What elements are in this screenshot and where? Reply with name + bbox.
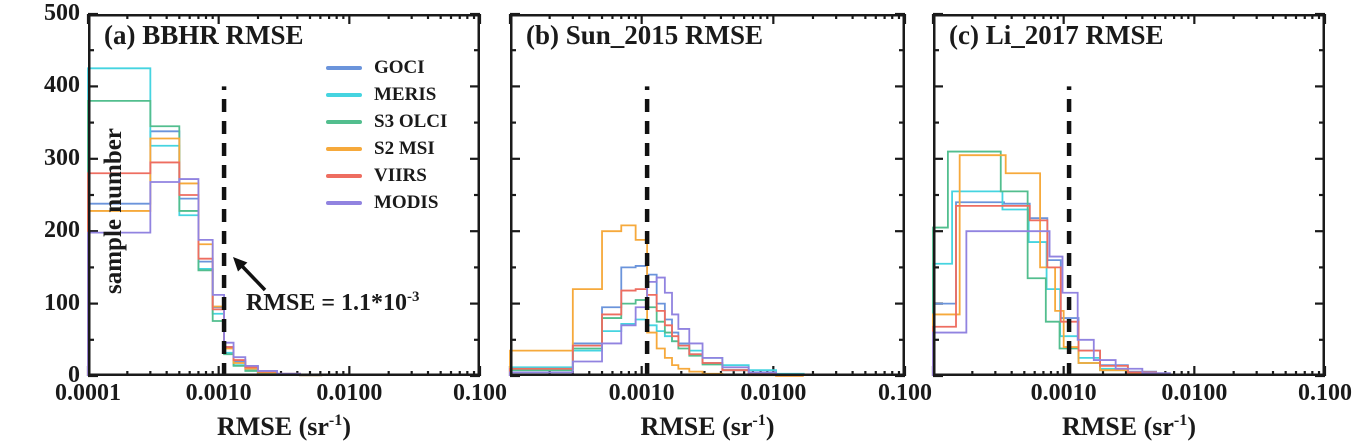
panel-c-title: (c) Li_2017 RMSE — [949, 20, 1164, 50]
legend-item-goci: GOCI — [326, 54, 447, 81]
x-tick-label-b: 0.0100 — [740, 380, 807, 406]
plot-area-a — [86, 12, 482, 378]
x-axis-title-c: RMSE (sr-1) — [1061, 412, 1197, 441]
hist-c-modis — [932, 230, 1171, 376]
hist-b-viirs — [509, 288, 805, 377]
annotation-arrow — [233, 257, 267, 292]
legend-line-icon — [326, 146, 362, 151]
legend-label: S2 MSI — [374, 137, 435, 159]
y-tick-label: 400 — [44, 72, 80, 99]
legend-label: MODIS — [374, 191, 439, 213]
x-tick-label-a: 0.0001 — [55, 380, 121, 406]
y-tick-label: 100 — [44, 289, 80, 316]
reference-annotation: RMSE = 1.1*10-3 — [246, 288, 420, 317]
panel-b: (b) Sun_2015 RMSE RMSE (sr-1) 0.0010 0.01… — [508, 12, 932, 441]
y-tick-label: 200 — [44, 217, 80, 244]
x-tick-label-b: 0.100 — [878, 380, 932, 406]
plot-area-c — [931, 12, 1327, 378]
y-tick-label: 300 — [44, 144, 80, 171]
x-tick-label-a: 0.0100 — [316, 380, 383, 406]
hist-b-modis — [509, 276, 805, 376]
legend-item-s2-msi: S2 MSI — [326, 135, 447, 162]
legend-line-icon — [326, 200, 362, 205]
hist-b-meris — [509, 318, 805, 376]
panel-b-title: (b) Sun_2015 RMSE — [526, 20, 764, 50]
x-tick-label-a: 0.100 — [453, 380, 507, 406]
legend-label: MERIS — [374, 83, 437, 105]
x-tick-label-c: 0.100 — [1298, 380, 1352, 406]
y-tick-label: 500 — [44, 0, 80, 26]
legend-label: S3 OLCI — [374, 110, 448, 132]
y-axis-label: sample number — [100, 128, 127, 294]
annotation-text: RMSE = 1.1*10 — [246, 290, 408, 316]
legend-item-meris: MERIS — [326, 81, 447, 108]
legend-item-modis: MODIS — [326, 189, 447, 216]
x-tick-label-c: 0.0100 — [1161, 380, 1228, 406]
x-tick-label-a: 0.0010 — [185, 380, 252, 406]
legend-item-viirs: VIIRS — [326, 162, 447, 189]
hist-c-viirs — [932, 204, 1158, 376]
plot-area-b — [508, 12, 907, 378]
panel-a: sample number (a) BBHR RMSE GOCI MERIS S3 … — [44, 0, 507, 441]
y-tick-label: 0 — [68, 362, 80, 388]
legend-line-icon — [326, 65, 362, 70]
x-axis-title-a: RMSE (sr-1) — [216, 412, 352, 441]
hist-c-s2-msi — [932, 154, 1158, 376]
x-tick-label-b: 0.0010 — [608, 380, 675, 406]
annotation-exponent: -3 — [407, 288, 420, 305]
x-tick-label-c: 0.0010 — [1030, 380, 1097, 406]
legend-label: GOCI — [374, 56, 425, 78]
panel-c: (c) Li_2017 RMSE RMSE (sr-1) 0.0010 0.010… — [931, 12, 1352, 441]
legend-line-icon — [326, 119, 362, 124]
legend-line-icon — [326, 173, 362, 178]
legend-line-icon — [326, 92, 362, 97]
legend: GOCI MERIS S3 OLCI S2 MSI VIIRS MODIS — [326, 54, 447, 216]
legend-item-s3-olci: S3 OLCI — [326, 108, 447, 135]
x-axis-title-b: RMSE (sr-1) — [640, 412, 775, 441]
panel-a-title: (a) BBHR RMSE — [104, 20, 304, 50]
legend-label: VIIRS — [374, 164, 427, 186]
